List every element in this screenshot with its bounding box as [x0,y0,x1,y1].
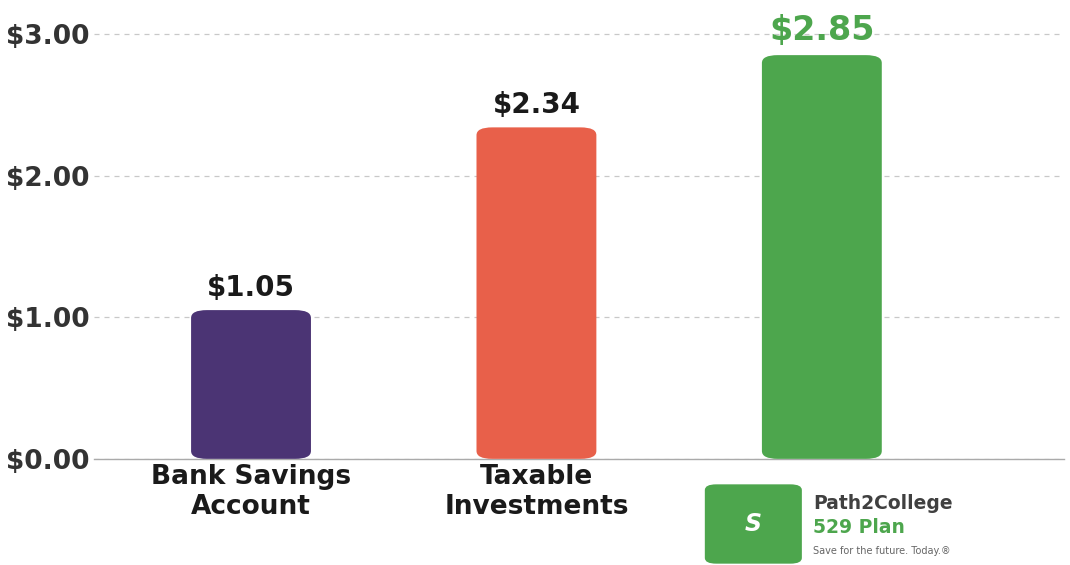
Text: $2.85: $2.85 [769,14,874,47]
FancyBboxPatch shape [762,55,882,459]
FancyBboxPatch shape [705,484,801,564]
Text: Path2College: Path2College [813,494,953,513]
Text: 529 Plan: 529 Plan [813,518,905,537]
Text: S: S [745,512,762,536]
FancyBboxPatch shape [192,310,311,459]
FancyBboxPatch shape [476,127,596,459]
Text: $1.05: $1.05 [207,273,295,302]
Text: $2.34: $2.34 [492,91,580,119]
Text: Save for the future. Today.®: Save for the future. Today.® [813,546,951,557]
